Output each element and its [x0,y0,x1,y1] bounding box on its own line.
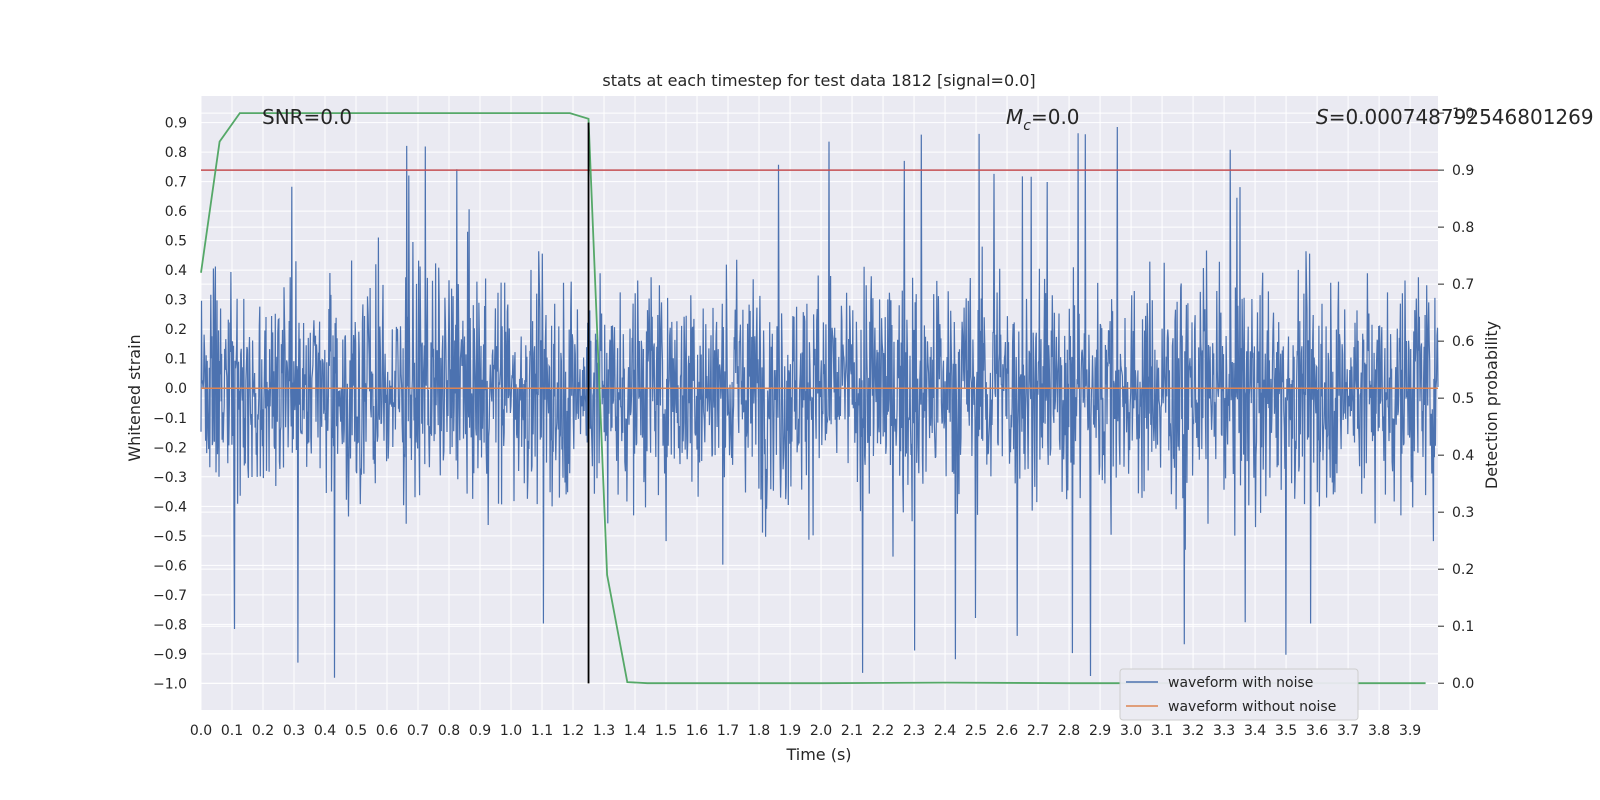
legend: waveform with noise waveform without noi… [1119,668,1359,721]
y-right-tick-label: 0.6 [1452,334,1474,350]
x-tick-label: 1.7 [717,723,739,739]
x-tick-label: 0.3 [283,723,305,739]
mc-symbol: M [1006,105,1023,129]
x-tick-label: 1.9 [779,723,801,739]
x-tick-label: 0.0 [190,723,212,739]
y-right-tick-label: 0.0 [1452,676,1474,692]
y-tick-label: −0.9 [153,647,187,663]
y-right-tick-label: 0.2 [1452,562,1474,578]
x-tick-label: 1.8 [748,723,770,739]
x-tick-label: 1.0 [500,723,522,739]
y-tick-label: −0.1 [153,411,187,427]
y-tick-label: −0.8 [153,617,187,633]
x-axis-label: Time (s) [785,745,851,764]
y-tick-label: −0.2 [153,440,187,456]
x-tick-label: 3.5 [1275,723,1297,739]
x-tick-label: 0.7 [407,723,429,739]
y-tick-label: −0.7 [153,588,187,604]
snr-annotation: SNR=0.0 [262,105,352,129]
x-tick-label: 2.4 [934,723,956,739]
x-tick-label: 3.2 [1182,723,1204,739]
x-tick-label: 2.1 [841,723,863,739]
y-tick-label: −0.4 [153,499,187,515]
s-value: =0.000748792546801269 [1329,105,1594,129]
x-tick-label: 3.3 [1213,723,1235,739]
legend-label-noise: waveform with noise [1168,675,1313,691]
y-right-tick-label: 0.9 [1452,163,1474,179]
y-axis-label: Whitened strain [125,334,144,461]
x-tick-label: 2.6 [996,723,1018,739]
y-tick-label: 0.1 [165,352,187,368]
s-annotation: S=0.000748792546801269 [1316,105,1594,129]
x-tick-label: 0.6 [376,723,398,739]
y-tick-label: 0.0 [165,381,187,397]
x-tick-label: 2.5 [965,723,987,739]
y-right-tick-label: 0.7 [1452,277,1474,293]
x-tick-label: 0.9 [469,723,491,739]
mc-value: =0.0 [1031,105,1080,129]
y-tick-label: −1.0 [153,676,187,692]
x-tick-label: 2.8 [1058,723,1080,739]
x-tick-label: 1.2 [562,723,584,739]
y-right-tick-label: 1.0 [1452,106,1474,122]
y-axis-label-right: Detection probability [1482,321,1501,489]
x-tick-label: 0.2 [252,723,274,739]
y-tick-label: −0.5 [153,529,187,545]
x-tick-label: 3.9 [1399,723,1421,739]
s-symbol: S [1316,105,1329,129]
x-tick-label: 1.3 [593,723,615,739]
y-right-tick-label: 0.8 [1452,220,1474,236]
x-tick-label: 3.1 [1151,723,1173,739]
x-tick-label: 2.0 [810,723,832,739]
y-tick-label: −0.3 [153,470,187,486]
mc-annotation: Mc=0.0 [1006,105,1080,134]
y-tick-label: 0.3 [165,293,187,309]
x-tick-label: 0.4 [314,723,336,739]
x-tick-label: 1.5 [655,723,677,739]
x-tick-label: 3.7 [1337,723,1359,739]
x-tick-label: 2.7 [1027,723,1049,739]
x-tick-label: 3.0 [1120,723,1142,739]
y-right-tick-label: 0.3 [1452,505,1474,521]
y-tick-label: 0.8 [165,145,187,161]
y-tick-label: −0.6 [153,558,187,574]
y-tick-label: 0.6 [165,204,187,220]
x-tick-label: 1.4 [624,723,646,739]
x-tick-label: 3.4 [1244,723,1266,739]
series-waveform-with-noise [200,126,1439,678]
x-tick-label: 2.2 [872,723,894,739]
x-tick-label: 1.6 [686,723,708,739]
y-tick-label: 0.4 [165,263,187,279]
chart-title: stats at each timestep for test data 181… [602,71,1035,90]
y-right-tick-label: 0.5 [1452,391,1474,407]
y-tick-label: 0.7 [165,175,187,191]
x-tick-label: 1.1 [531,723,553,739]
series-detection-probability [200,112,1426,685]
legend-box [1119,668,1359,721]
mc-subscript: c [1023,118,1031,134]
y-right-tick-label: 0.1 [1452,619,1474,635]
y-right-tick-label: 0.4 [1452,448,1474,464]
x-tick-label: 2.9 [1089,723,1111,739]
legend-label-clean: waveform without noise [1168,699,1336,715]
x-tick-label: 0.1 [221,723,243,739]
x-tick-label: 3.8 [1368,723,1390,739]
y-tick-label: 0.2 [165,322,187,338]
x-tick-label: 2.3 [903,723,925,739]
y-tick-label: 0.9 [165,116,187,132]
x-tick-label: 0.5 [345,723,367,739]
x-tick-label: 0.8 [438,723,460,739]
x-tick-label: 3.6 [1306,723,1328,739]
y-tick-label: 0.5 [165,234,187,250]
